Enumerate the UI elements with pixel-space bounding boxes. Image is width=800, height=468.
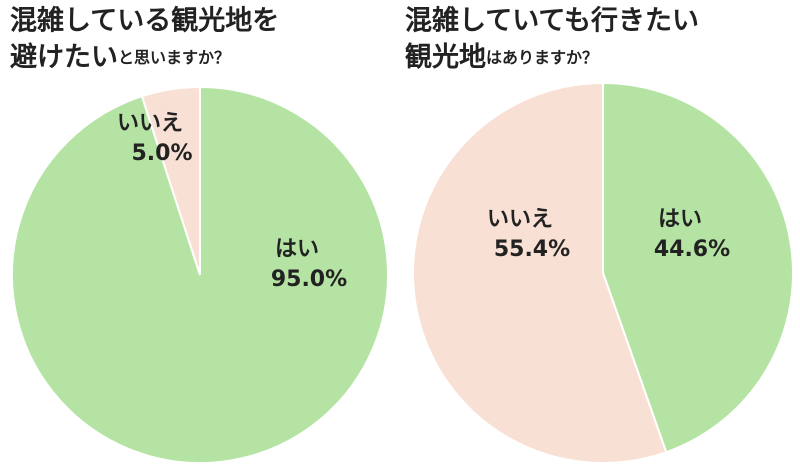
chart-subtitle: はありますか？ xyxy=(486,48,598,67)
pie-slice xyxy=(140,85,201,276)
slice-value-label: 55.4% xyxy=(494,237,570,262)
slice-category: いいえ xyxy=(117,111,183,136)
chart-title-line: 観光地はありますか？ xyxy=(405,41,598,73)
chart-title: 混雑している観光地を xyxy=(10,5,279,37)
chart-title: 観光地 xyxy=(405,41,486,73)
chart-title: 避けたい xyxy=(10,41,118,73)
chart-title: 混雑していても行きたい xyxy=(405,5,699,37)
chart-title-line: 避けたいと思いますか？ xyxy=(10,41,230,73)
slice-value-label: 44.6% xyxy=(654,237,730,262)
pie-slice xyxy=(412,81,668,464)
slice-category: いいえ xyxy=(487,207,553,232)
slice-category: はい xyxy=(275,237,319,262)
chart-subtitle: と思いますか？ xyxy=(118,48,230,67)
slice-category: はい xyxy=(658,207,702,232)
pie-slice xyxy=(602,81,794,454)
slice-value-label: 95.0% xyxy=(271,267,347,292)
slice-value-label: 5.0% xyxy=(131,141,192,166)
